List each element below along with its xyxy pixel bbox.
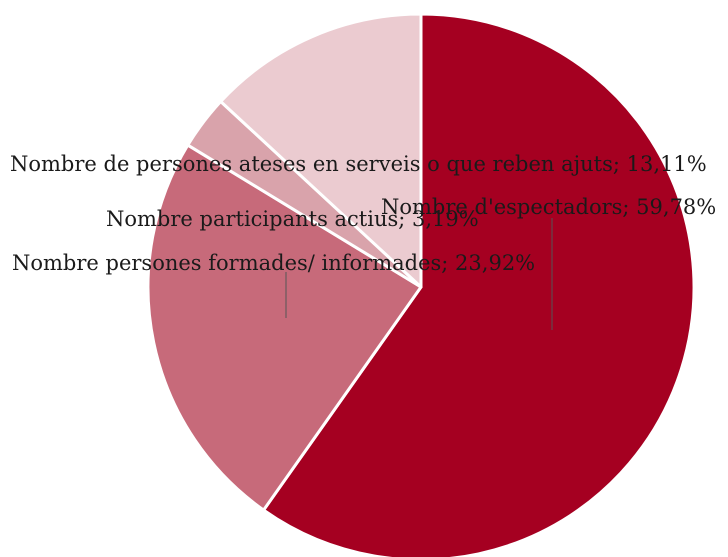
slice-espectadors bbox=[262, 12, 696, 557]
slice-label-formades: Nombre persones formades/ informades; 23… bbox=[12, 251, 535, 275]
slice-label-ateses: Nombre de persones ateses en serveis o q… bbox=[10, 152, 707, 176]
data-labels: Nombre de persones ateses en serveis o q… bbox=[10, 152, 716, 275]
slice-ateses bbox=[219, 12, 423, 289]
slice-label-participants: Nombre participants actius; 3,19% bbox=[106, 207, 479, 231]
slice-label-espectadors: Nombre d'espectadors; 59,78% bbox=[381, 195, 716, 219]
pie-slices bbox=[146, 12, 696, 557]
slice-formades bbox=[146, 143, 423, 512]
leader-lines bbox=[285, 218, 553, 330]
